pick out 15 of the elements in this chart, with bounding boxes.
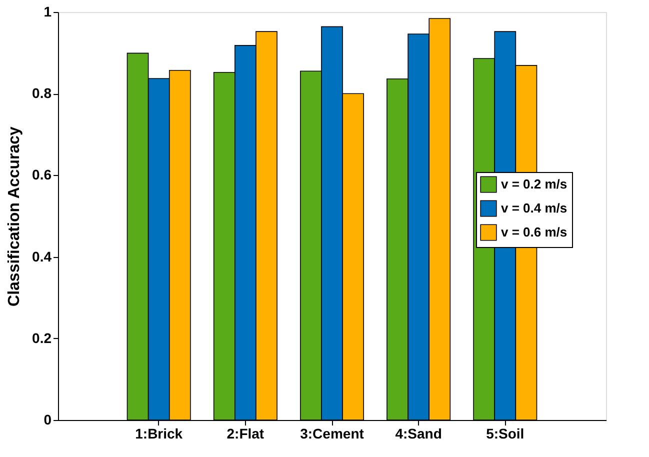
y-tick-label: 0: [44, 412, 52, 428]
x-tick-label: 2:Flat: [226, 426, 264, 442]
y-axis-title: Classification Accuracy: [6, 126, 24, 306]
y-tick-label: 0.8: [32, 85, 52, 102]
x-tick-label: 5:Soil: [486, 426, 524, 442]
y-tick-label: 0.4: [32, 248, 52, 264]
legend-label: v = 0.4 m/s: [501, 200, 568, 216]
y-tick-label: 1: [44, 4, 52, 20]
legend-label: v = 0.2 m/s: [501, 176, 568, 192]
x-tick-label: 3:Cement: [300, 426, 364, 442]
x-tick-label: 4:Sand: [395, 426, 442, 442]
legend-label: v = 0.6 m/s: [501, 224, 568, 240]
y-tick-label: 0.6: [32, 166, 52, 183]
y-tick-label: 0.2: [32, 330, 52, 346]
x-tick-label: 1:Brick: [135, 426, 183, 442]
